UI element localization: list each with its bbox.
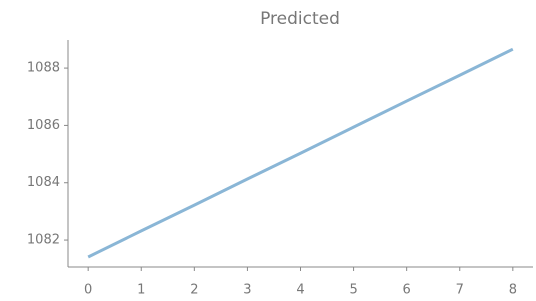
- chart: Predicted 1082 1084 1086 1088 0 1 2 3 4 5 6 7 8: [0, 0, 536, 301]
- x-tick-label: 7: [456, 283, 464, 298]
- x-tick-label: 4: [296, 283, 304, 298]
- x-tick-label: 5: [349, 283, 357, 298]
- x-tick-label: 2: [190, 283, 198, 298]
- x-tick-label: 0: [84, 283, 92, 298]
- x-tick-label: 3: [243, 283, 251, 298]
- line-series: [88, 49, 513, 257]
- y-tick-label: 1086: [27, 118, 60, 133]
- y-tick-label: 1082: [27, 233, 60, 248]
- x-tick-label: 6: [403, 283, 411, 298]
- y-tick-label: 1088: [27, 61, 60, 76]
- y-tick-label: 1084: [27, 175, 60, 190]
- x-tick-label: 8: [509, 283, 517, 298]
- chart-title: Predicted: [260, 9, 340, 29]
- x-tick-label: 1: [137, 283, 145, 298]
